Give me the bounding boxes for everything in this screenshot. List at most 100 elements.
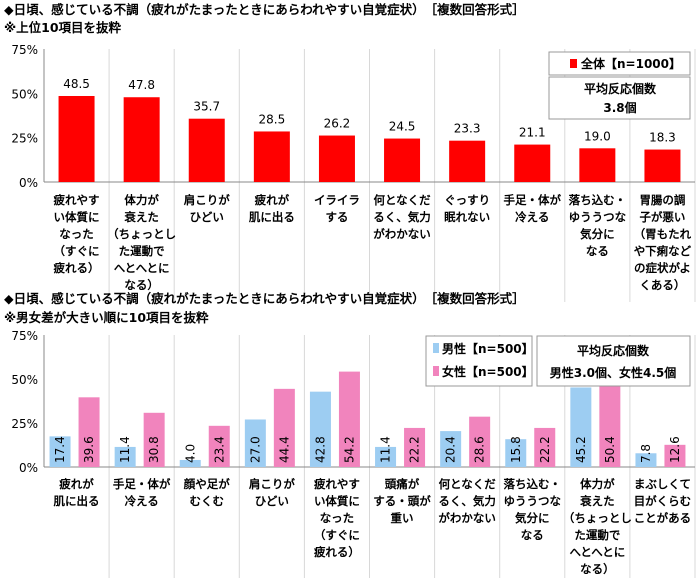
category-label: くある） [639,278,685,292]
category-label: 疲れやす [54,193,100,207]
category-label: 肩こりが [249,477,295,491]
category-label: 目がくらむ [634,494,692,508]
note-box [536,335,691,387]
category-label: ひどい [255,494,289,508]
data-label: 27.0 [248,436,262,463]
chart-subtitle: ※上位10項目を抜粋 [4,20,122,35]
bar [78,397,100,467]
bar [384,138,421,182]
legend-swatch [433,366,439,376]
data-label: 24.5 [389,120,416,134]
y-tick-label: 75% [11,329,38,343]
category-label: 疲れやす [314,477,360,491]
category-label: 重い [391,511,414,525]
bar [338,371,360,467]
category-label: た運動で [119,244,165,258]
legend-box [548,51,691,76]
bar [644,149,681,182]
category-label: ゆううつな [504,494,562,508]
category-label: 何となくだ [439,477,497,491]
data-label: 35.7 [193,100,220,114]
legend-box [425,335,533,387]
legend-label: 男性【n=500】 [442,341,534,356]
category-label: 手足・体が [113,477,171,491]
data-label: 23.3 [454,122,481,136]
data-label: 7.8 [639,444,653,463]
legend-label: 全体【n=1000】 [580,56,681,71]
category-label: へとへとに [569,545,625,559]
bar [114,446,136,467]
data-label: 4.0 [183,444,197,463]
bar [599,378,621,467]
bar [58,95,95,182]
category-label: がわかない [438,511,496,525]
category-label: い体質に [314,494,360,508]
category-label: 疲れる） [314,545,360,559]
category-label: イライラ [314,193,360,207]
bar [49,436,71,467]
data-label: 12.6 [668,436,682,463]
bar [375,446,397,467]
category-label: なる [521,528,544,542]
category-label: 頭痛が [385,477,420,491]
note-text: 平均反応個数 [577,343,650,358]
data-label: 18.3 [649,131,676,145]
y-tick-label: 50% [11,373,38,387]
chart-2: ◆日頃、感じている不調（疲れがたまったときにあらわれやすい自覚症状） ［複数回答… [4,291,696,578]
data-label: 22.2 [408,436,422,463]
bar [273,388,295,467]
category-label: 疲れる） [54,261,100,275]
data-label: 11.4 [379,436,393,463]
category-label: ことがある [634,511,692,525]
bar [664,444,686,467]
data-label: 22.2 [538,436,552,463]
category-label: 胃腸の調 [639,193,685,207]
bar [570,387,592,467]
category-label: （ちょっとし [107,227,176,241]
bar [534,427,556,467]
category-label: 冷える [515,210,549,224]
category-label: むくむ [190,494,225,508]
category-label: 眠れない [444,210,490,224]
category-label: 体力が [124,193,159,207]
data-label: 26.2 [324,117,351,131]
category-label: 落ち込む・ [504,477,562,491]
category-label: まぶしくて [634,477,691,491]
category-label: た運動で [574,528,620,542]
note-text: 平均反応個数 [584,81,657,96]
category-label: する [325,210,348,224]
data-label: 28.5 [258,112,285,126]
category-label: 肌に出る [249,210,295,224]
category-label: 肌に出る [54,494,100,508]
legend-swatch [570,59,577,68]
y-tick-label: 25% [11,417,38,431]
y-tick-label: 25% [11,132,38,146]
category-label: （ちょっとし [563,511,632,525]
data-label: 54.2 [342,436,356,463]
bar [208,425,230,467]
category-label: るく、気力 [373,210,431,224]
bar [635,453,657,467]
category-label: 気分に [515,511,550,525]
data-label: 15.8 [509,436,523,463]
data-label: 30.8 [147,436,161,463]
y-tick-label: 75% [11,43,38,57]
note-box [548,76,691,120]
y-tick-label: 0% [19,461,38,475]
data-label: 50.4 [603,436,617,463]
category-label: い体質に [54,210,100,224]
legend-swatch [433,343,439,353]
category-label: （胃もたれ [634,227,692,241]
category-label: 手足・体が [504,193,562,207]
bar [188,118,225,182]
bar [244,419,266,467]
category-label: 気分に [580,227,615,241]
category-label: なる [586,244,609,258]
bar [440,431,462,467]
chart-title: ◆日頃、感じている不調（疲れがたまったときにあらわれやすい自覚症状） ［複数回答… [4,2,525,17]
bar [505,439,527,467]
data-label: 42.8 [313,436,327,463]
data-label: 28.6 [473,436,487,463]
bar [449,140,486,182]
bar [143,412,165,467]
